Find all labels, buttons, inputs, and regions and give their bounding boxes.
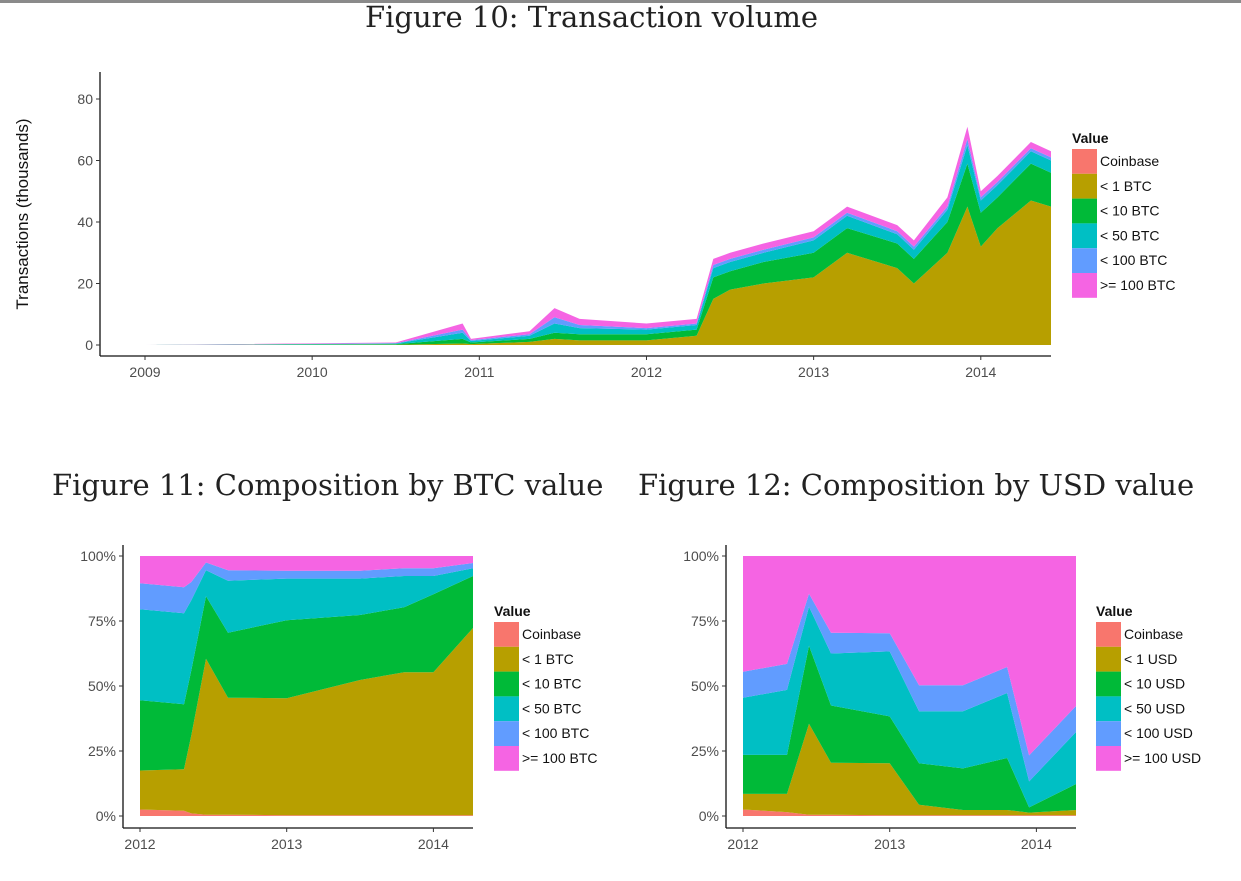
top-border xyxy=(0,0,1241,3)
figure-12-title: Figure 12: Composition by USD value xyxy=(638,468,1195,502)
legend-key-100-btc xyxy=(1072,273,1097,298)
area-series-100-btc xyxy=(140,556,473,588)
legend-label-10-btc: < 10 BTC xyxy=(522,676,582,692)
y-tick-label: 75% xyxy=(691,613,719,629)
area-series-50-usd xyxy=(743,606,1076,808)
x-tick-label: 2014 xyxy=(418,836,449,852)
legend-label-100-usd: >= 100 USD xyxy=(1124,750,1201,766)
area-series-100-btc xyxy=(140,562,473,614)
x-tick-label: 2013 xyxy=(874,836,905,852)
legend: Value Coinbase < 1 USD < 10 USD < 50 USD < 10… xyxy=(1096,603,1201,771)
legend-key-10-usd xyxy=(1096,671,1121,697)
figure-11-title: Figure 11: Composition by BTC value xyxy=(52,468,604,502)
legend-title: Value xyxy=(494,603,531,619)
chart-2: 0% 25% 50% 75% 100% 2012 2013 2014 Value Coinbase… xyxy=(80,545,598,852)
x-tick-label: 2014 xyxy=(1021,836,1052,852)
legend-key-1-btc xyxy=(494,646,519,672)
legend-label-50-btc: < 50 BTC xyxy=(522,700,582,716)
area-series-1-btc xyxy=(140,628,473,816)
area-series-10-btc xyxy=(145,163,1051,345)
area-series-50-btc xyxy=(140,568,473,705)
legend-key-100-btc xyxy=(1072,248,1097,273)
y-tick-label: 50% xyxy=(691,678,719,694)
legend-label-100-btc: >= 100 BTC xyxy=(1100,277,1176,293)
legend-title: Value xyxy=(1072,130,1109,146)
y-axis-title: Transactions (thousands) xyxy=(13,118,32,309)
legend-title: Value xyxy=(1096,603,1133,619)
legend-key-50-usd xyxy=(1096,696,1121,722)
legend-label-100-btc: < 100 BTC xyxy=(1100,252,1167,268)
figure-10-title: Figure 10: Transaction volume xyxy=(365,0,819,34)
legend-label-50-usd: < 50 USD xyxy=(1124,700,1185,716)
area-series-100-usd xyxy=(743,593,1076,782)
legend-key-coinbase xyxy=(494,622,519,647)
area-series-1-btc xyxy=(145,200,1051,345)
legend-label-coinbase: Coinbase xyxy=(1124,626,1183,642)
legend: Value Coinbase < 1 BTC < 10 BTC < 50 BTC < 10… xyxy=(494,603,598,771)
legend-label-10-btc: < 10 BTC xyxy=(1100,203,1160,219)
y-tick-label: 40 xyxy=(77,214,93,230)
legend-key-1-btc xyxy=(1072,173,1097,199)
legend-key-10-btc xyxy=(1072,198,1097,224)
x-tick-label: 2010 xyxy=(297,364,328,380)
y-tick-label: 20 xyxy=(77,276,93,292)
y-tick-label: 0% xyxy=(699,808,719,824)
legend-key-100-btc xyxy=(494,746,519,771)
legend-label-100-btc: < 100 BTC xyxy=(522,725,589,741)
area-series-1-usd xyxy=(743,723,1076,816)
legend: Value Coinbase < 1 BTC < 10 BTC < 50 BTC < 10… xyxy=(1072,130,1176,298)
legend-label-1-btc: < 1 BTC xyxy=(1100,178,1152,194)
y-tick-label: 0 xyxy=(85,337,93,353)
legend-label-coinbase: Coinbase xyxy=(1100,153,1159,169)
x-tick-label: 2013 xyxy=(271,836,302,852)
legend-label-1-usd: < 1 USD xyxy=(1124,651,1177,667)
legend-key-50-btc xyxy=(1072,223,1097,249)
x-tick-label: 2012 xyxy=(631,364,662,380)
legend-key-100-usd xyxy=(1096,746,1121,771)
legend-label-10-usd: < 10 USD xyxy=(1124,676,1185,692)
legend-label-1-btc: < 1 BTC xyxy=(522,651,574,667)
area-series-coinbase xyxy=(743,809,1076,816)
legend-label-coinbase: Coinbase xyxy=(522,626,581,642)
x-tick-label: 2011 xyxy=(464,364,494,380)
chart-1: 0 20 40 60 80 2009 2010 2011 2012 2013 2014 Transac… xyxy=(13,72,1176,380)
area-series-coinbase xyxy=(140,809,473,816)
y-tick-label: 25% xyxy=(691,743,719,759)
legend-key-coinbase xyxy=(1072,149,1097,174)
legend-label-100-usd: < 100 USD xyxy=(1124,725,1193,741)
x-tick-label: 2012 xyxy=(124,836,155,852)
x-tick-label: 2009 xyxy=(129,364,160,380)
legend-label-50-btc: < 50 BTC xyxy=(1100,227,1160,243)
y-tick-label: 50% xyxy=(88,678,116,694)
legend-key-100-btc xyxy=(494,721,519,746)
x-tick-label: 2014 xyxy=(965,364,996,380)
chart-3: 0% 25% 50% 75% 100% 2012 2013 2014 Value Coinbase… xyxy=(683,545,1201,852)
y-tick-label: 25% xyxy=(88,743,116,759)
area-series-100-usd xyxy=(743,556,1076,756)
area-series-10-btc xyxy=(140,576,473,771)
legend-key-coinbase xyxy=(1096,622,1121,647)
y-tick-label: 100% xyxy=(80,548,116,564)
legend-key-10-btc xyxy=(494,671,519,697)
x-tick-label: 2013 xyxy=(798,364,829,380)
x-tick-label: 2012 xyxy=(727,836,758,852)
y-tick-label: 60 xyxy=(77,153,93,169)
legend-key-100-usd xyxy=(1096,721,1121,746)
area-series-10-usd xyxy=(743,645,1076,813)
legend-label-100-btc: >= 100 BTC xyxy=(522,750,598,766)
y-tick-label: 0% xyxy=(96,808,116,824)
legend-key-50-btc xyxy=(494,696,519,722)
legend-key-1-usd xyxy=(1096,646,1121,672)
y-tick-label: 100% xyxy=(683,548,719,564)
y-tick-label: 75% xyxy=(88,613,116,629)
y-tick-label: 80 xyxy=(77,91,93,107)
